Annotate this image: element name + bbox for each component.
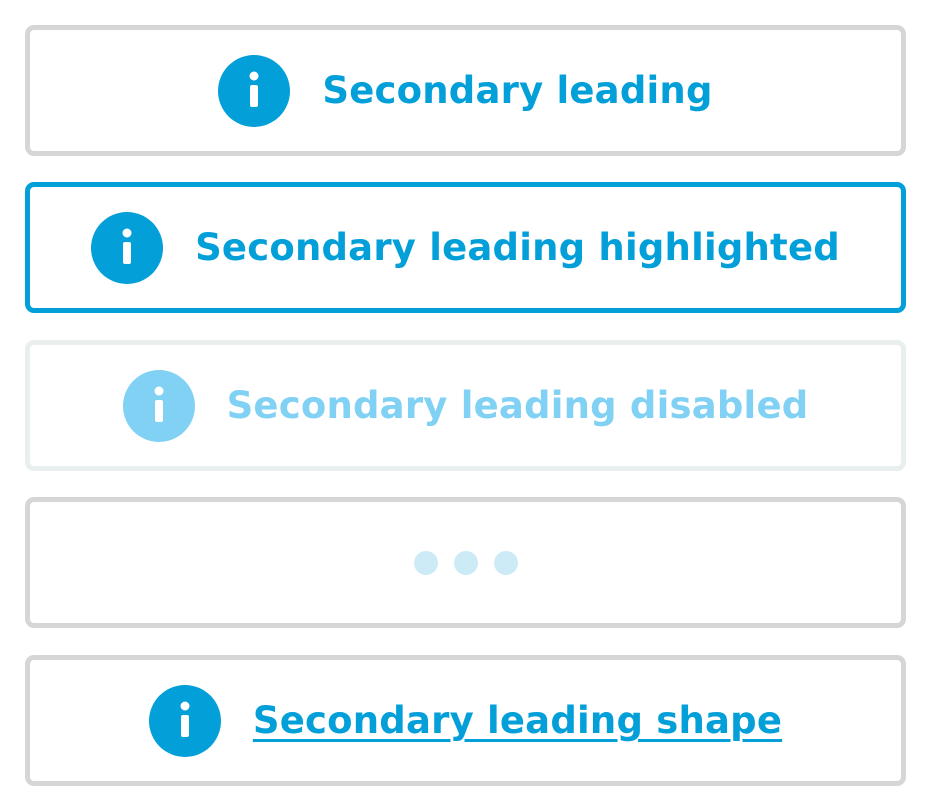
loading-dot — [453, 550, 478, 575]
loading-dots-icon — [413, 550, 518, 575]
info-icon — [148, 684, 221, 757]
secondary-leading-shape-button[interactable]: Secondary leading shape — [25, 655, 906, 786]
button-label: Secondary leading highlighted — [195, 226, 840, 269]
secondary-leading-loading-button[interactable] — [25, 497, 906, 628]
info-icon — [122, 369, 195, 442]
loading-dot — [493, 550, 518, 575]
secondary-leading-disabled-button: Secondary leading disabled — [25, 340, 906, 471]
secondary-leading-highlighted-button[interactable]: Secondary leading highlighted — [25, 182, 906, 313]
info-icon — [91, 211, 164, 284]
button-label: Secondary leading shape — [252, 699, 783, 742]
button-label: Secondary leading disabled — [226, 384, 809, 427]
loading-dot — [413, 550, 438, 575]
button-label: Secondary leading — [322, 69, 713, 112]
info-icon — [218, 54, 291, 127]
secondary-leading-button[interactable]: Secondary leading — [25, 25, 906, 156]
